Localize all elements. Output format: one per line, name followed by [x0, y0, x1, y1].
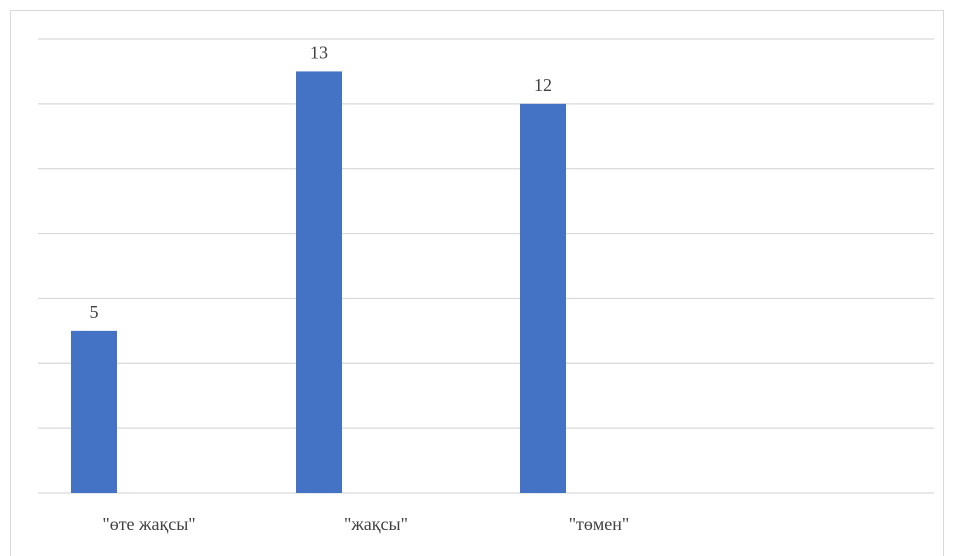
- bar: [520, 103, 566, 493]
- category-label: "төмен": [569, 514, 630, 534]
- bar: [296, 71, 342, 493]
- data-label: 5: [90, 302, 99, 322]
- chart-frame: [10, 10, 944, 556]
- category-label: "жақсы": [344, 514, 408, 534]
- data-label: 12: [534, 75, 552, 95]
- category-label: "өте жақсы": [102, 514, 195, 534]
- bar: [71, 330, 117, 493]
- data-label: 13: [310, 42, 328, 62]
